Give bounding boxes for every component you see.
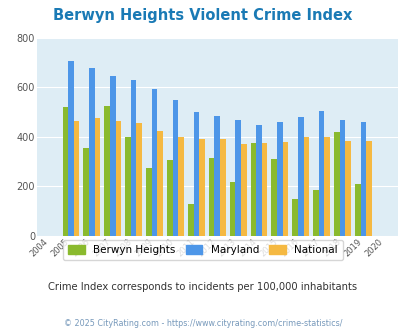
Text: Berwyn Heights Violent Crime Index: Berwyn Heights Violent Crime Index xyxy=(53,8,352,23)
Bar xyxy=(339,120,345,236)
Bar xyxy=(188,204,193,236)
Bar xyxy=(115,121,121,236)
Bar xyxy=(261,143,267,236)
Bar xyxy=(256,124,261,236)
Bar xyxy=(292,199,297,236)
Bar xyxy=(312,190,318,236)
Bar xyxy=(240,145,246,236)
Bar xyxy=(324,137,329,236)
Bar xyxy=(354,184,360,236)
Bar xyxy=(229,182,235,236)
Bar xyxy=(130,80,136,236)
Bar xyxy=(360,122,365,236)
Bar xyxy=(125,137,130,236)
Bar xyxy=(151,89,157,236)
Bar xyxy=(166,160,172,236)
Bar xyxy=(89,68,94,236)
Bar xyxy=(157,131,163,236)
Bar xyxy=(83,148,89,236)
Bar xyxy=(235,120,240,236)
Legend: Berwyn Heights, Maryland, National: Berwyn Heights, Maryland, National xyxy=(62,240,343,260)
Bar xyxy=(282,142,288,236)
Bar xyxy=(74,121,79,236)
Bar xyxy=(297,117,303,236)
Bar xyxy=(172,100,178,236)
Bar xyxy=(345,141,350,236)
Bar xyxy=(178,137,183,236)
Bar xyxy=(193,112,199,236)
Bar xyxy=(110,76,115,236)
Bar xyxy=(220,139,225,236)
Bar xyxy=(104,106,110,236)
Bar xyxy=(68,61,74,236)
Bar xyxy=(333,132,339,236)
Bar xyxy=(303,137,309,236)
Bar xyxy=(146,168,151,236)
Bar xyxy=(318,111,324,236)
Bar xyxy=(136,123,142,236)
Bar xyxy=(94,118,100,236)
Bar xyxy=(208,158,214,236)
Bar xyxy=(365,141,371,236)
Bar xyxy=(276,122,282,236)
Bar xyxy=(214,116,220,236)
Bar xyxy=(271,159,276,236)
Text: © 2025 CityRating.com - https://www.cityrating.com/crime-statistics/: © 2025 CityRating.com - https://www.city… xyxy=(64,319,341,328)
Bar xyxy=(199,139,204,236)
Text: Crime Index corresponds to incidents per 100,000 inhabitants: Crime Index corresponds to incidents per… xyxy=(48,282,357,292)
Bar xyxy=(250,143,256,236)
Bar xyxy=(62,107,68,236)
